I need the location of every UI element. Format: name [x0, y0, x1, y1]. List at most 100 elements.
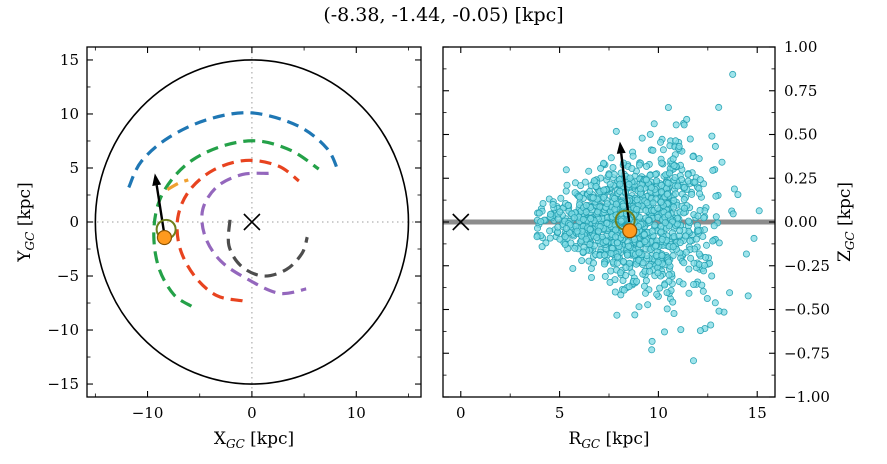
scatter-point: [595, 227, 603, 235]
scatter-point: [750, 234, 758, 242]
xy-panel-ticks: [87, 47, 421, 397]
scatter-point: [726, 289, 734, 297]
spiral-arm-green: [152, 139, 320, 308]
scatter-point: [669, 155, 677, 163]
scatter-point: [582, 201, 590, 209]
scatter-point: [675, 142, 683, 150]
scatter-point: [628, 164, 636, 172]
scatter-point: [755, 207, 763, 215]
spiral-arm-blue: [127, 111, 341, 189]
scatter-point: [669, 298, 677, 306]
scatter-point: [696, 206, 704, 214]
scatter-point: [582, 235, 590, 243]
scatter-point: [600, 159, 608, 167]
x-tick-label: 15: [748, 404, 767, 422]
scatter-point: [691, 178, 699, 186]
scatter-point: [573, 227, 581, 235]
scatter-point: [715, 103, 723, 111]
scatter-point: [682, 232, 690, 240]
y-tick-label: 0.75: [784, 82, 817, 100]
scatter-point: [616, 187, 624, 195]
scatter-point: [664, 179, 672, 187]
scatter-point: [587, 215, 595, 223]
scatter-point: [669, 243, 677, 251]
scatter-point: [546, 234, 554, 242]
scatter-point: [646, 130, 654, 138]
scatter-point: [680, 195, 688, 203]
scatter-point: [561, 240, 569, 248]
scatter-point: [699, 287, 707, 295]
scatter-point: [715, 239, 723, 247]
scatter-point: [535, 209, 543, 217]
scatter-point: [547, 210, 555, 218]
scatter-point: [640, 282, 648, 290]
y-tick-label: 0.25: [784, 169, 817, 187]
scatter-point: [695, 155, 703, 163]
scatter-point: [569, 264, 577, 272]
xy-panel-ylabel: YGC [kpc]: [15, 182, 37, 262]
scatter-point: [686, 237, 694, 245]
scatter-point: [562, 187, 570, 195]
scatter-point: [576, 193, 584, 201]
scatter-point: [679, 280, 687, 288]
y-tick-label: 0.50: [784, 126, 817, 144]
scatter-point: [562, 224, 570, 232]
scatter-point: [620, 286, 628, 294]
scatter-point: [538, 243, 546, 251]
scatter-point: [674, 182, 682, 190]
scatter-point: [585, 167, 593, 175]
x-tick-label: 0: [247, 404, 257, 422]
scatter-point: [654, 204, 662, 212]
scatter-point: [685, 217, 693, 225]
galactic-center-x-marker: [243, 213, 261, 231]
scatter-point: [607, 267, 615, 275]
scatter-point: [600, 186, 608, 194]
scatter-point: [612, 127, 620, 135]
scatter-point: [744, 292, 752, 300]
y-tick-label: −15: [47, 375, 79, 393]
scatter-point: [561, 233, 569, 241]
scatter-point: [626, 174, 634, 182]
scatter-point: [685, 289, 693, 297]
x-tick-label: 0: [456, 404, 466, 422]
scatter-point: [680, 259, 688, 267]
scatter-point: [613, 239, 621, 247]
scatter-point: [556, 208, 564, 216]
scatter-point: [557, 194, 565, 202]
scatter-point: [670, 309, 678, 317]
scatter-point: [581, 178, 589, 186]
scatter-point: [696, 190, 704, 198]
motion-arrow: [155, 185, 166, 236]
scatter-point: [742, 250, 750, 258]
scatter-point: [665, 258, 673, 266]
scatter-point: [712, 192, 720, 200]
scatter-point: [709, 237, 717, 245]
scatter-point: [625, 283, 633, 291]
scatter-point: [647, 184, 655, 192]
rz-panel-xlabel: RGC [kpc]: [569, 429, 650, 451]
scatter-point: [612, 226, 620, 234]
scatter-point: [711, 299, 719, 307]
scatter-point: [554, 215, 562, 223]
scatter-point: [639, 259, 647, 267]
scatter-point: [711, 142, 719, 150]
scatter-point: [670, 203, 678, 211]
scatter-point: [672, 190, 680, 198]
scatter-point: [709, 166, 717, 174]
scatter-point: [652, 242, 660, 250]
scatter-point: [611, 194, 619, 202]
scatter-point: [661, 328, 669, 336]
figure-title: (-8.38, -1.44, -0.05) [kpc]: [323, 4, 564, 26]
scatter-point: [650, 120, 658, 128]
y-tick-label: 10: [60, 105, 79, 123]
scatter-point: [694, 227, 702, 235]
scatter-point: [578, 257, 586, 265]
scatter-point: [700, 214, 708, 222]
scatter-point: [695, 250, 703, 258]
scatter-point: [571, 179, 579, 187]
scatter-point: [629, 152, 637, 160]
scatter-point: [636, 241, 644, 249]
scatter-point: [648, 346, 656, 354]
scatter-point: [601, 260, 609, 268]
scatter-point: [616, 180, 624, 188]
